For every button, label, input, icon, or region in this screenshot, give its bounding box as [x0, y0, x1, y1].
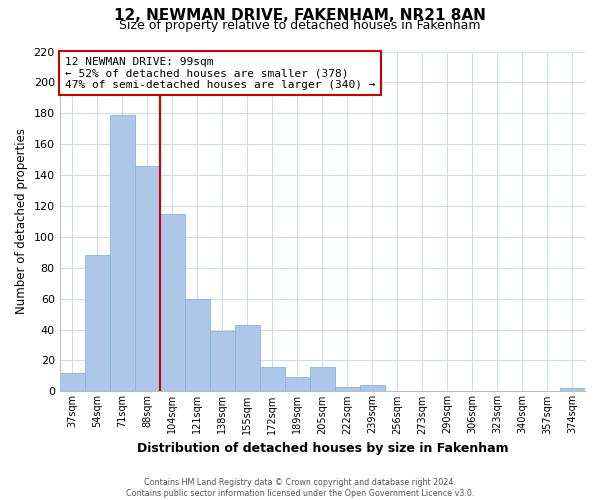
Bar — [360, 385, 385, 392]
Bar — [285, 378, 310, 392]
Text: Size of property relative to detached houses in Fakenham: Size of property relative to detached ho… — [119, 18, 481, 32]
Bar — [235, 325, 260, 392]
Bar — [110, 115, 135, 392]
Text: Contains HM Land Registry data © Crown copyright and database right 2024.
Contai: Contains HM Land Registry data © Crown c… — [126, 478, 474, 498]
Bar — [210, 331, 235, 392]
Bar — [135, 166, 160, 392]
Bar — [160, 214, 185, 392]
Y-axis label: Number of detached properties: Number of detached properties — [15, 128, 28, 314]
Bar — [335, 387, 360, 392]
Bar — [85, 256, 110, 392]
Text: 12 NEWMAN DRIVE: 99sqm
← 52% of detached houses are smaller (378)
47% of semi-de: 12 NEWMAN DRIVE: 99sqm ← 52% of detached… — [65, 56, 376, 90]
Bar — [185, 298, 210, 392]
Bar — [560, 388, 585, 392]
Bar — [260, 366, 285, 392]
X-axis label: Distribution of detached houses by size in Fakenham: Distribution of detached houses by size … — [137, 442, 508, 455]
Bar — [310, 366, 335, 392]
Text: 12, NEWMAN DRIVE, FAKENHAM, NR21 8AN: 12, NEWMAN DRIVE, FAKENHAM, NR21 8AN — [114, 8, 486, 22]
Bar — [59, 373, 85, 392]
